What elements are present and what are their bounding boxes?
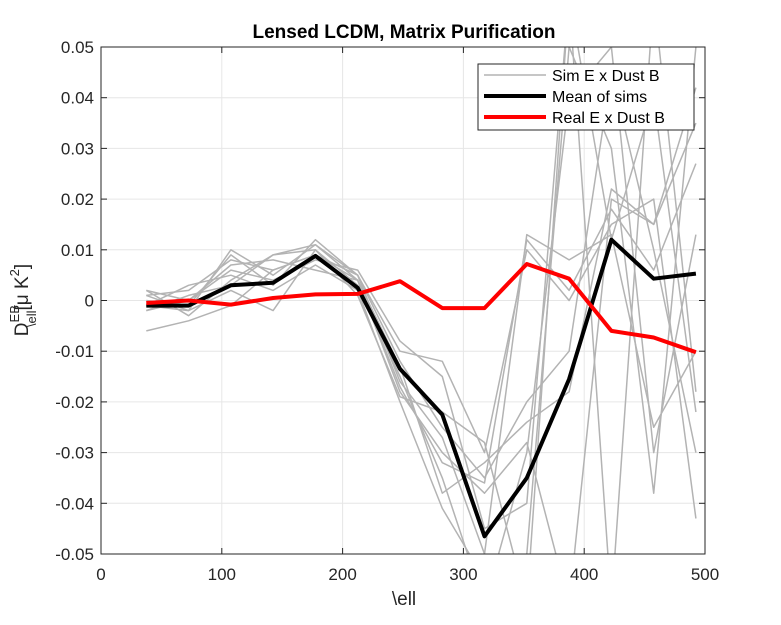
y-tick-label: -0.04: [55, 494, 94, 513]
sim-series-line-8: [146, 47, 697, 554]
chart-title: Lensed LCDM, Matrix Purification: [253, 22, 556, 43]
mean-series-line: [146, 237, 697, 539]
y-tick-label: 0.01: [61, 241, 94, 260]
sim-series-line-4: [146, 47, 697, 554]
legend-label-sim: Sim E x Dust B: [552, 68, 660, 85]
y-axis-label-units: [μ K: [12, 276, 33, 311]
y-tick-labels: -0.05 -0.04 -0.03 -0.02 -0.01 0 0.01 0.02 0.03 0.…: [55, 38, 94, 564]
y-tick-label: -0.03: [55, 444, 94, 463]
sim-series-line-10: [145, 233, 697, 554]
legend: Sim E x Dust B Mean of sims Real E x Dus…: [477, 63, 695, 131]
x-tick-label: 100: [208, 565, 236, 584]
x-axis-label: \ell: [392, 589, 416, 610]
sim-series-line-6: [146, 198, 697, 519]
x-tick-label: 400: [570, 565, 598, 584]
y-axis-label-units-sup: 2: [7, 269, 22, 276]
x-tick-label: 500: [691, 565, 719, 584]
y-tick-label: 0.04: [61, 89, 94, 108]
y-axis-label-sub: \ell: [24, 310, 39, 327]
x-tick-label: 0: [96, 565, 105, 584]
y-tick-label: -0.05: [55, 545, 94, 564]
y-tick-label: 0.03: [61, 139, 94, 158]
legend-label-real: Real E x Dust B: [552, 110, 665, 127]
svg-text:DEB\ell[μ K2]: DEB \ell[μ K2]: [7, 264, 39, 336]
y-tick-label: -0.01: [55, 342, 94, 361]
x-tick-labels: 0 100 200 300 400 500: [96, 565, 719, 584]
x-tick-label: 300: [449, 565, 477, 584]
sim-series-line-9: [146, 87, 697, 494]
sim-series-line-3: [146, 47, 697, 554]
legend-label-mean: Mean of sims: [552, 89, 647, 106]
y-axis-label-units-close: ]: [12, 264, 33, 269]
y-axis-label-base: D: [12, 322, 33, 336]
real-series-line: [146, 262, 697, 355]
y-tick-label: 0.02: [61, 190, 94, 209]
sim-series-line-5: [145, 47, 697, 554]
y-axis-label-sup: EB: [7, 305, 22, 322]
y-axis-label: DEB \ell[μ K2]: [7, 264, 39, 336]
y-tick-label: -0.02: [55, 393, 94, 412]
ticks: [100, 46, 706, 555]
x-tick-label: 200: [328, 565, 356, 584]
y-tick-label: 0: [85, 292, 94, 311]
y-tick-label: 0.05: [61, 38, 94, 57]
